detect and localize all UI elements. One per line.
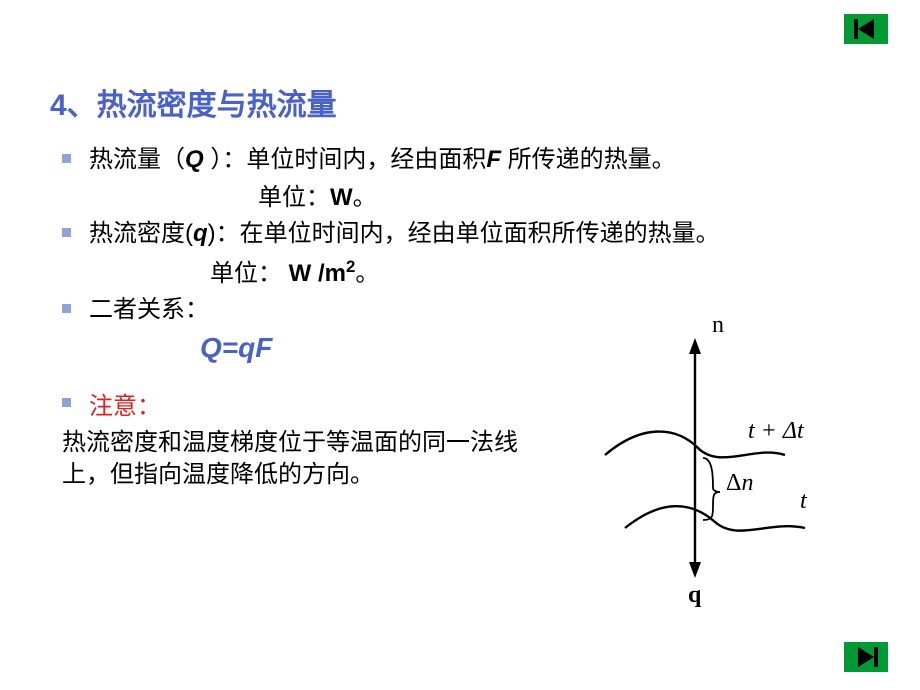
text: 。 <box>353 184 377 211</box>
sup-2: 2 <box>346 257 355 276</box>
symbol-F: F <box>486 146 501 173</box>
unit-Wm2: W /m <box>289 260 346 287</box>
text: 热流量（ <box>89 146 185 173</box>
text: )：在单位时间内，经由单位面积所传递的热量。 <box>208 220 720 247</box>
label-q: q <box>688 582 701 609</box>
arrow-right-icon <box>858 647 874 667</box>
text: 所传递的热量。 <box>501 146 676 173</box>
bullet-2: 热流密度(q)：在单位时间内，经由单位面积所传递的热量。 <box>50 216 870 252</box>
text: 热流密度( <box>89 220 193 247</box>
note-label: 注意： <box>89 386 161 421</box>
next-button[interactable] <box>844 642 888 672</box>
bullet-marker-icon <box>62 398 71 407</box>
symbol-Q: Q <box>185 146 204 173</box>
slide-title: 4、热流密度与热流量 <box>50 80 870 124</box>
bullet-1-unit: 单位：W。 <box>50 180 870 216</box>
isothermal-diagram: n t + Δt Δn t q <box>570 310 870 630</box>
label-delta-n: Δn <box>726 470 753 497</box>
bullet-2-unit: 单位： W /m2。 <box>50 254 870 292</box>
text: 单位： <box>258 184 330 211</box>
symbol-q: q <box>193 220 208 247</box>
bullet-2-text: 热流密度(q)：在单位时间内，经由单位面积所传递的热量。 <box>89 216 720 252</box>
label-t-plus-dt: t + Δt <box>748 418 804 445</box>
label-n: n <box>712 312 724 339</box>
diagram-svg <box>570 310 870 630</box>
text: 。 <box>355 260 379 287</box>
slide: 4、热流密度与热流量 热流量（Q ）：单位时间内，经由面积F 所传递的热量。 单… <box>0 0 920 690</box>
text: 单位： <box>210 260 289 287</box>
bullet-1: 热流量（Q ）：单位时间内，经由面积F 所传递的热量。 <box>50 142 870 178</box>
text: ）：单位时间内，经由面积 <box>204 146 487 173</box>
arrow-left-icon <box>858 19 874 39</box>
back-button[interactable] <box>844 14 888 44</box>
bullet-marker-icon <box>62 228 71 237</box>
bullet-marker-icon <box>62 154 71 163</box>
label-t: t <box>800 488 807 515</box>
note-body: 热流密度和温度梯度位于等温面的同一法线上，但指向温度降低的方向。 <box>50 427 560 492</box>
bullet-marker-icon <box>62 304 71 313</box>
bullet-1-text: 热流量（Q ）：单位时间内，经由面积F 所传递的热量。 <box>89 142 676 178</box>
unit-W: W <box>330 184 353 211</box>
bullet-3-text: 二者关系： <box>89 292 209 328</box>
